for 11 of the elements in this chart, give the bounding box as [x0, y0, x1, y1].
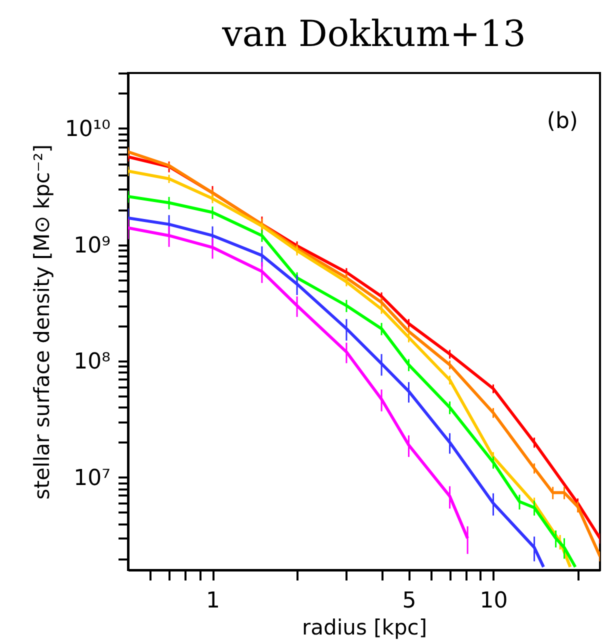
x-tick-label: 1 [206, 588, 220, 614]
x-tick-label: 5 [402, 588, 416, 614]
x-axis-title: radius [kpc] [302, 616, 428, 640]
x-tick-label: 10 [480, 588, 508, 614]
y-axis-title: stellar surface density [M⊙ kpc⁻²] [30, 144, 54, 500]
annotation: (b) [546, 109, 578, 134]
y-tick-label: 10⁸ [74, 350, 111, 375]
y-tick-label: 10⁷ [74, 466, 110, 491]
y-tick-label: 10¹⁰ [64, 116, 111, 142]
chart-title: van Dokkum+13 [221, 14, 526, 55]
y-tick-label: 10⁹ [74, 233, 110, 258]
